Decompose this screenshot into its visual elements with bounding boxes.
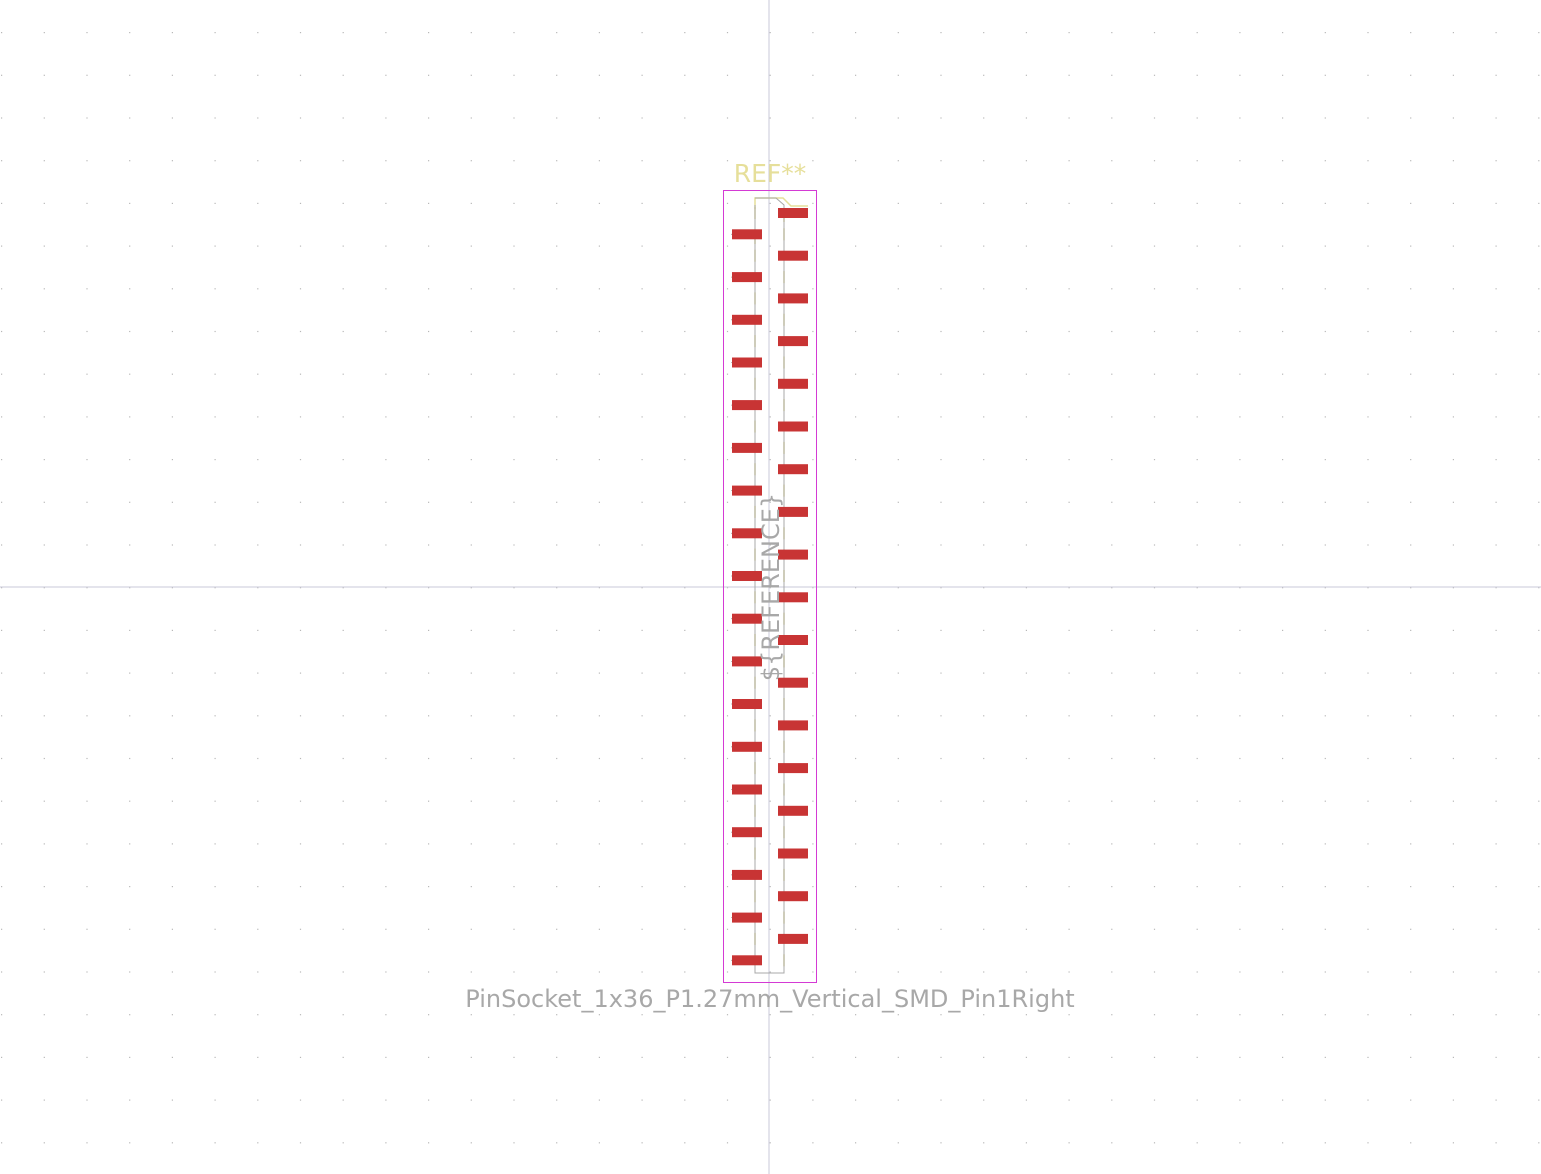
pad-14[interactable]: [732, 485, 762, 496]
pad-36[interactable]: [732, 955, 762, 966]
pad-29[interactable]: [778, 805, 808, 816]
pad-1[interactable]: [778, 208, 808, 218]
pad-33[interactable]: [778, 891, 808, 902]
pad-10[interactable]: [732, 400, 762, 411]
reference-label[interactable]: REF**: [734, 159, 807, 188]
pad-8[interactable]: [732, 357, 762, 368]
pad-7[interactable]: [778, 336, 808, 347]
pad-26[interactable]: [732, 741, 762, 752]
pad-18[interactable]: [732, 571, 762, 581]
pad-5[interactable]: [778, 293, 808, 304]
pad-34[interactable]: [732, 912, 762, 923]
pad-12[interactable]: [732, 442, 762, 453]
pad-21[interactable]: [778, 635, 808, 645]
pad-16[interactable]: [732, 528, 762, 539]
pads: [732, 208, 808, 966]
courtyard-outline: [723, 190, 817, 983]
grid-dots: [1, 32, 1540, 1144]
fab-reference-label[interactable]: ${REFERENCE}: [757, 493, 785, 681]
pad-2[interactable]: [732, 229, 762, 240]
pad-24[interactable]: [732, 699, 762, 709]
pad-35[interactable]: [778, 933, 808, 944]
pad-22[interactable]: [732, 656, 762, 667]
pad-4[interactable]: [732, 272, 762, 283]
pad-17[interactable]: [778, 549, 808, 560]
pad-28[interactable]: [732, 784, 762, 795]
pad-20[interactable]: [732, 613, 762, 624]
fab-outline: [754, 197, 785, 974]
pad-25[interactable]: [778, 720, 808, 731]
pad-30[interactable]: [732, 827, 762, 838]
pad-11[interactable]: [778, 421, 808, 432]
pad-27[interactable]: [778, 763, 808, 774]
pad-32[interactable]: [732, 869, 762, 880]
value-label[interactable]: PinSocket_1x36_P1.27mm_Vertical_SMD_Pin1…: [465, 985, 1074, 1013]
pad-19[interactable]: [778, 592, 808, 603]
pad-13[interactable]: [778, 464, 808, 475]
pad-31[interactable]: [778, 848, 808, 859]
pad-6[interactable]: [732, 314, 762, 325]
pad-3[interactable]: [778, 250, 808, 261]
pad-15[interactable]: [778, 506, 808, 517]
pad-9[interactable]: [778, 378, 808, 389]
pad-23[interactable]: [778, 677, 808, 688]
